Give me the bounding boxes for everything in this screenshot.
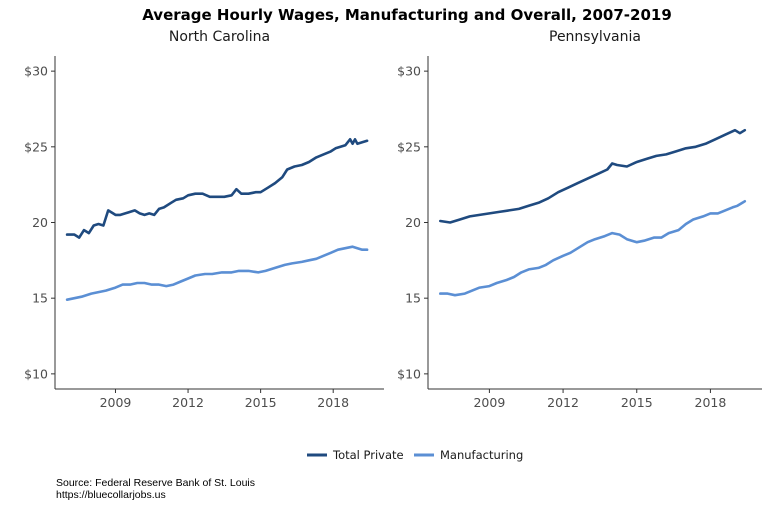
source-line: Source: Federal Reserve Bank of St. Loui… [56, 477, 256, 489]
panel-title: North Carolina [169, 29, 270, 45]
source-note: Source: Federal Reserve Bank of St. Loui… [56, 477, 255, 501]
x-tick-label: 2012 [547, 395, 579, 410]
y-tick-label: $25 [24, 139, 48, 154]
legend-label-total-private: Total Private [332, 448, 404, 462]
panel-0: North Carolina $10 15 20 $25 $30 2009 2012 2015 2… [24, 29, 384, 410]
y-tick-label: $30 [24, 64, 48, 79]
y-tick-label: 20 [32, 215, 48, 230]
y-tick-label: $30 [397, 64, 421, 79]
series-line-total-private [439, 128, 747, 224]
y-tick-label: 20 [405, 215, 421, 230]
panel-1: Pennsylvania $10 15 20 $25 $30 2009 2012 2015 201… [397, 29, 762, 410]
y-tick-label: $25 [397, 139, 421, 154]
x-tick-label: 2012 [172, 395, 204, 410]
x-tick-label: 2018 [317, 395, 349, 410]
y-tick-label: 15 [32, 291, 48, 306]
y-tick-label: $10 [24, 366, 48, 381]
legend-label-manufacturing: Manufacturing [440, 448, 523, 462]
legend: Total Private Manufacturing [307, 448, 523, 462]
x-tick-label: 2018 [695, 395, 727, 410]
source-url: https://bluecollarjobs.us [56, 489, 166, 501]
x-tick-label: 2009 [100, 395, 132, 410]
chart-title: Average Hourly Wages, Manufacturing and … [142, 6, 672, 24]
x-tick-label: 2015 [621, 395, 653, 410]
panel-title: Pennsylvania [549, 29, 641, 45]
x-tick-label: 2009 [473, 395, 505, 410]
y-tick-label: $10 [397, 366, 421, 381]
series-line-manufacturing [65, 245, 369, 301]
y-tick-label: 15 [405, 291, 421, 306]
x-tick-label: 2015 [245, 395, 277, 410]
series-line-total-private [65, 138, 369, 239]
series-line-manufacturing [439, 200, 747, 297]
